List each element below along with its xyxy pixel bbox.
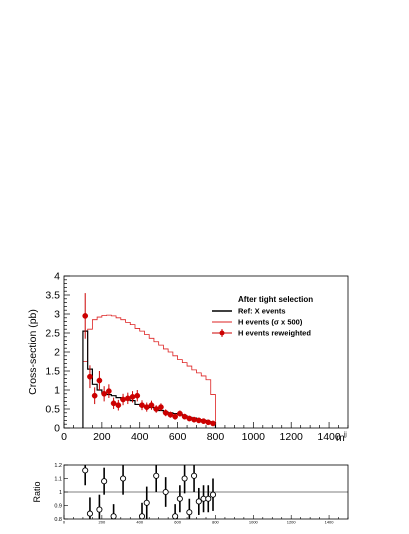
h-reweighted-point xyxy=(167,411,174,418)
main-axes: 0 200 400 600 800 1000 1200 1400 0 0.5 1 1.5 2 2.5 3 3.… xyxy=(27,271,349,444)
h-reweighted-point xyxy=(143,404,150,410)
ratio-point xyxy=(138,513,146,520)
ratio-point xyxy=(186,509,193,516)
h-reweighted-point xyxy=(162,409,169,416)
h-reweighted-point xyxy=(186,415,193,422)
ratio-x-tick-label: 200 xyxy=(99,520,106,525)
legend-entry-ref-x-events: Ref: X events xyxy=(238,307,286,316)
h-reweighted-point xyxy=(205,419,212,426)
legend-entry-h-events: H events (σ x 500) xyxy=(238,318,303,327)
legend-title: After tight selection xyxy=(238,295,313,304)
h-reweighted-point xyxy=(101,390,107,397)
main-x-tick-label: 600 xyxy=(169,431,187,443)
ratio-point xyxy=(86,510,93,517)
main-x-tick-label: 0 xyxy=(61,431,67,443)
main-x-tick-label: 400 xyxy=(131,431,149,443)
ratio-x-tick-label: 1400 xyxy=(325,520,335,525)
legend-entry-h-reweighted: H events reweighted xyxy=(238,329,311,338)
h-reweighted-point xyxy=(158,404,164,410)
h-reweighted-point xyxy=(134,392,141,399)
ratio-point xyxy=(195,498,202,505)
main-x-tick-label: 1200 xyxy=(280,431,304,443)
ratio-x-tick-label: 0 xyxy=(63,520,66,525)
main-x-tick-label: 1000 xyxy=(242,431,266,443)
legend: After tight selection Ref: X events H even… xyxy=(212,295,313,338)
ratio-point xyxy=(162,488,169,496)
main-x-tick-label: 1400 xyxy=(317,431,341,443)
ratio-x-tick-label: 600 xyxy=(174,520,181,525)
main-marks xyxy=(82,293,217,428)
h-reweighted-point xyxy=(191,416,197,423)
h-reweighted-point xyxy=(148,402,155,409)
h-reweighted-point xyxy=(106,388,112,394)
ref-x-events-series-line xyxy=(82,330,217,428)
main-y-tick-label: 2.5 xyxy=(45,328,60,340)
ratio-point xyxy=(153,472,160,479)
ratio-point xyxy=(82,467,89,474)
main-x-tick-label: 800 xyxy=(207,431,225,443)
ratio-point xyxy=(143,499,150,506)
main-y-axis-title: Cross-section (pb) xyxy=(27,309,39,395)
h-reweighted-point xyxy=(129,393,136,400)
h-reweighted-point xyxy=(172,413,178,420)
h-reweighted-point xyxy=(139,402,145,409)
ratio-y-tick-label: 1.1 xyxy=(54,476,62,482)
ratio-point xyxy=(96,506,103,513)
h-reweighted-point xyxy=(153,406,160,412)
ratio-x-tick-label: 800 xyxy=(212,520,219,525)
h-reweighted-point xyxy=(91,392,98,399)
h-reweighted-point xyxy=(177,410,183,417)
ratio-y-tick-label: 1 xyxy=(59,490,62,496)
ratio-x-tick-label: 400 xyxy=(136,520,143,525)
ratio-point xyxy=(191,472,198,479)
ratio-y-axis-title: Ratio xyxy=(32,481,42,502)
h-reweighted-point xyxy=(120,396,126,403)
main-y-tick-label: 4 xyxy=(54,271,60,283)
h-reweighted-point xyxy=(115,402,122,409)
ratio-point xyxy=(172,513,179,520)
h-reweighted-point xyxy=(110,400,117,407)
main-x-tick-label: 200 xyxy=(93,431,111,443)
legend-swatch-point-h-reweighted xyxy=(219,330,225,336)
main-y-tick-label: 1.5 xyxy=(45,366,60,378)
ratio-marks xyxy=(82,465,217,520)
ratio-point xyxy=(205,495,212,502)
ratio-x-tick-label: 1200 xyxy=(287,520,297,525)
h-reweighted-point xyxy=(87,373,93,380)
h-events-series-line xyxy=(82,314,216,428)
ratio-x-tick-label: 1000 xyxy=(249,520,259,525)
h-reweighted-point xyxy=(181,413,188,420)
h-reweighted-point xyxy=(124,395,131,402)
main-y-tick-label: 1 xyxy=(54,385,60,397)
h-reweighted-point xyxy=(96,377,103,384)
ratio-y-tick-label: 0.9 xyxy=(54,503,62,509)
ratio-point xyxy=(110,513,117,520)
ratio-y-tick-label: 1.2 xyxy=(54,463,62,469)
ratio-point xyxy=(101,478,108,485)
main-y-tick-label: 0.5 xyxy=(45,404,60,416)
main-y-tick-label: 3.5 xyxy=(45,290,60,302)
main-y-tick-label: 3 xyxy=(54,309,60,321)
main-y-tick-label: 0 xyxy=(54,423,60,435)
main-x-axis-title-superscript: jj xyxy=(343,432,347,438)
ratio-point xyxy=(120,475,127,482)
h-reweighted-point xyxy=(200,418,207,425)
ratio-point xyxy=(209,491,217,498)
main-x-axis-title: m xyxy=(336,432,345,444)
ratio-y-tick-label: 0.8 xyxy=(54,517,62,523)
ratio-axes: 0 200 400 600 800 1000 1200 1400 0.8 0.9 1 1.1 1.2 Ra… xyxy=(32,463,349,525)
main-y-tick-label: 2 xyxy=(54,347,60,359)
h-reweighted-point xyxy=(82,313,89,319)
h-reweighted-point xyxy=(195,417,202,424)
ratio-point xyxy=(176,495,183,502)
h-reweighted-point xyxy=(210,420,216,427)
ratio-point xyxy=(181,475,188,482)
